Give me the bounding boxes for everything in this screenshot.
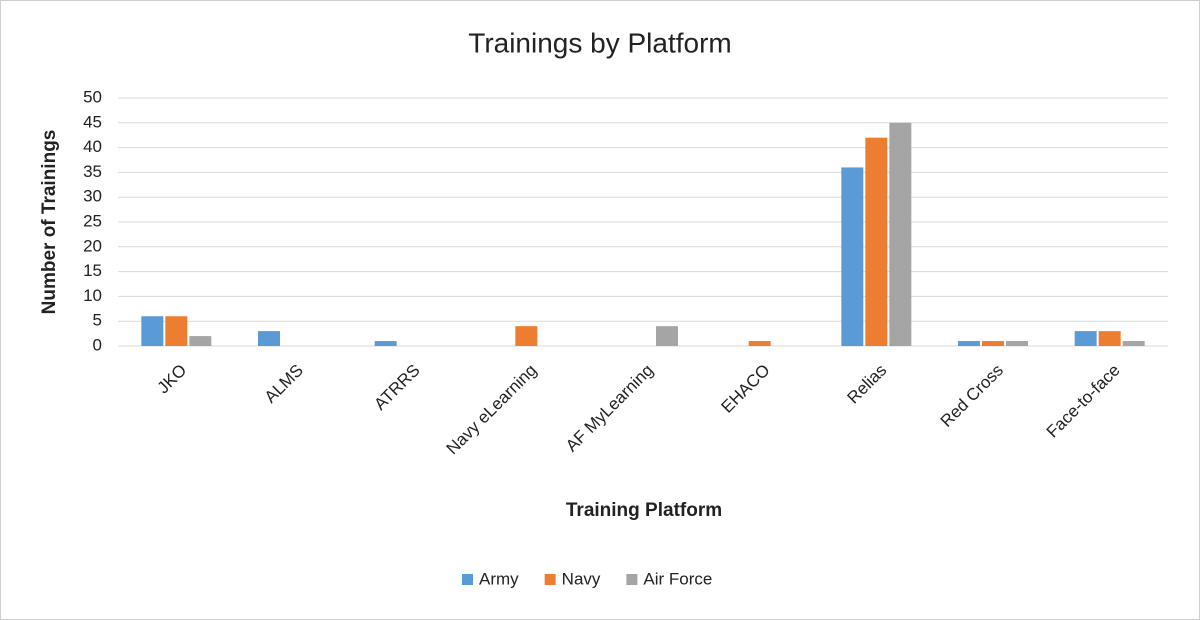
bar [865,137,888,346]
bar [748,341,771,346]
bar [841,167,864,346]
legend-swatch [462,574,473,585]
y-tick-label: 40 [83,137,102,156]
y-axis-title: Number of Trainings [39,130,60,315]
bar [889,122,912,346]
y-tick-label: 0 [93,335,102,354]
bar [165,316,188,346]
legend: Army Navy Air Force [462,569,712,588]
bar [958,341,980,346]
legend-label: Army [479,569,519,588]
y-tick-label: 45 [83,112,102,131]
bar [1074,331,1097,346]
bar [515,326,538,346]
x-axis-title: Training Platform [566,500,722,521]
chart-title: Trainings by Platform [468,27,732,58]
bar [374,341,397,346]
y-tick-label: 30 [83,187,102,206]
y-tick-label: 35 [83,162,102,181]
bar [189,336,212,346]
bar [1098,331,1121,346]
legend-swatch [626,574,638,585]
bar [982,341,1004,346]
y-tick-label: 10 [83,286,102,305]
y-tick-label: 5 [93,311,102,330]
y-tick-label: 15 [83,261,102,280]
bar [1122,341,1145,346]
legend-label: Navy [562,569,601,588]
bar [656,326,678,346]
legend-swatch [544,574,556,585]
bar [1006,341,1028,346]
y-tick-label: 20 [83,236,102,255]
bar [258,331,280,346]
bar [141,316,164,346]
legend-label: Air Force [643,569,712,588]
y-tick-label: 25 [83,211,102,230]
y-tick-label: 50 [83,87,102,106]
